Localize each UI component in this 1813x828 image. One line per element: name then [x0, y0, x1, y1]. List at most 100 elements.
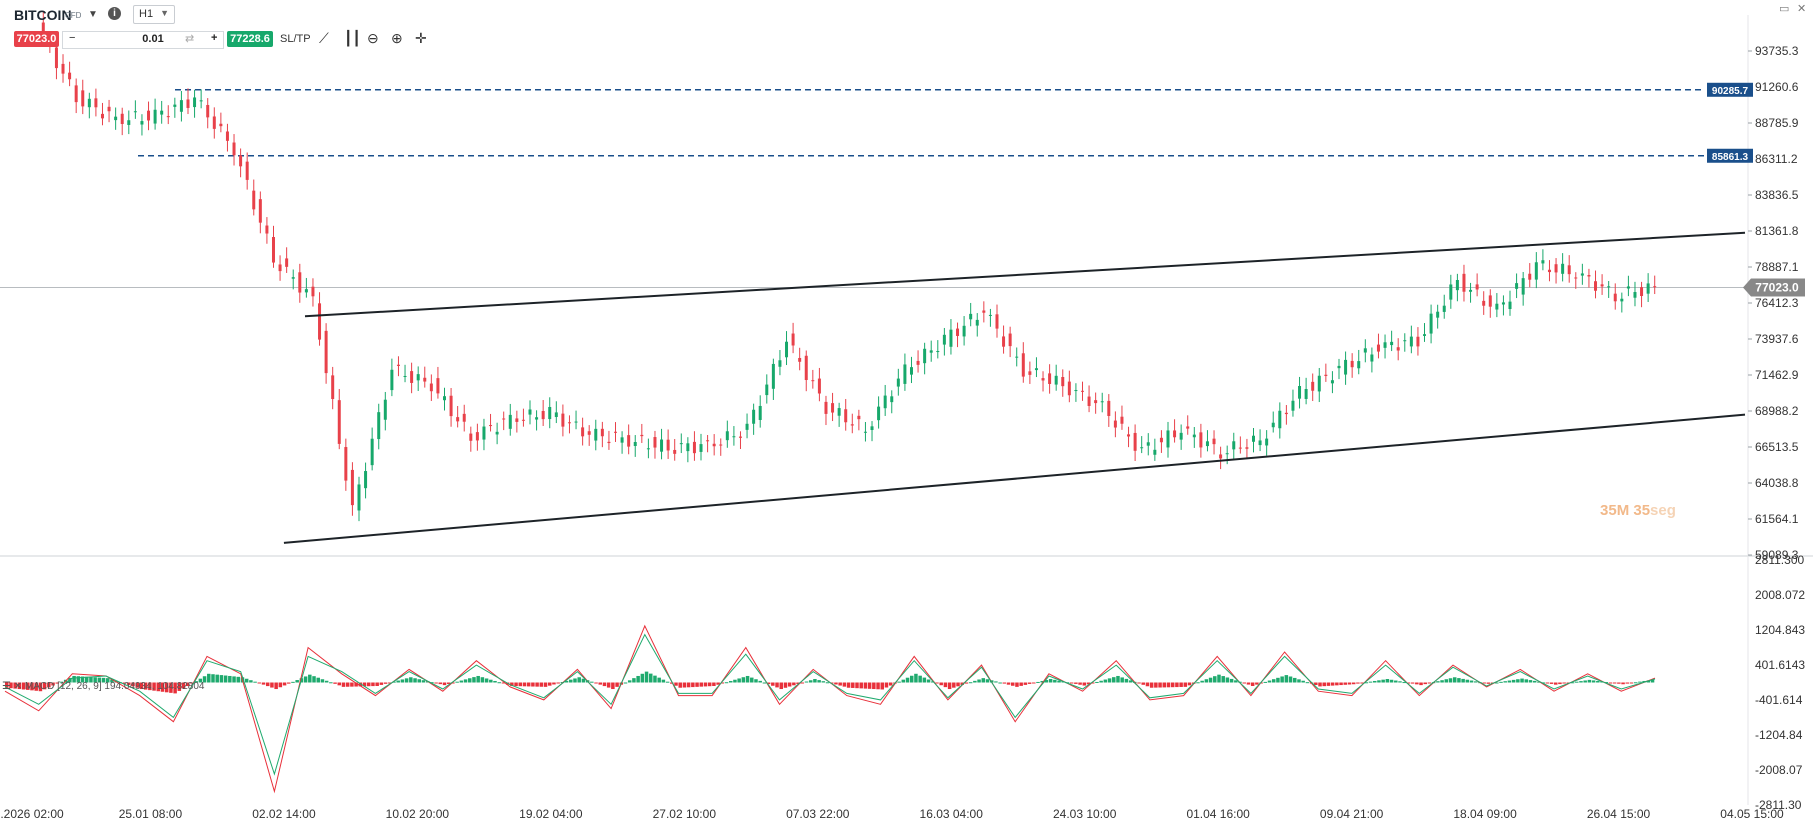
- candle-body: [1574, 277, 1578, 279]
- candle-body: [1199, 432, 1203, 448]
- macd-tick-label: -1204.84: [1755, 728, 1803, 742]
- macd-bar: [649, 673, 653, 683]
- candle-body: [1646, 283, 1650, 294]
- candle-body: [1370, 354, 1374, 362]
- level-label: 90285.7: [1712, 86, 1749, 97]
- macd-bar: [590, 681, 594, 683]
- increase-button[interactable]: +: [211, 32, 218, 44]
- macd-bar: [1347, 682, 1352, 685]
- macd-bar: [808, 680, 813, 683]
- quantity-value[interactable]: 0.01: [142, 33, 164, 45]
- macd-legend[interactable]: ☰ ✕ MACD [12, 26, 9] 194.04934, 104.8280…: [2, 681, 204, 692]
- macd-bar: [282, 682, 287, 686]
- candle-body: [107, 106, 111, 112]
- macd-bar: [994, 681, 998, 683]
- candle-body: [1311, 381, 1315, 391]
- macd-bar: [160, 682, 165, 692]
- indicator-settings-icon[interactable]: ☰ ✕: [2, 681, 25, 692]
- macd-bar: [1082, 682, 1087, 686]
- sell-button[interactable]: 77023.0: [14, 31, 59, 47]
- price-tick-label: 88785.9: [1755, 116, 1799, 130]
- info-icon[interactable]: i: [108, 7, 121, 20]
- candle-body: [620, 437, 624, 443]
- symbol-name[interactable]: BITCOIN: [14, 7, 72, 23]
- candle-body: [1561, 263, 1565, 274]
- buy-button[interactable]: 77228.6: [227, 31, 273, 47]
- macd-bar: [1314, 682, 1318, 686]
- macd-bar: [215, 674, 219, 683]
- macd-bar: [1162, 682, 1167, 688]
- macd-bar: [459, 680, 464, 683]
- candle-body: [1179, 432, 1183, 440]
- decrease-button[interactable]: −: [69, 32, 76, 44]
- line-chart-icon[interactable]: ⟋: [319, 30, 329, 46]
- candle-body: [1067, 381, 1071, 396]
- macd-bar: [446, 682, 451, 684]
- candle-body: [1094, 400, 1098, 404]
- candle-body: [1436, 311, 1440, 318]
- candle-body: [1166, 430, 1170, 448]
- candle-body: [1238, 447, 1242, 449]
- candles-icon[interactable]: ┃┃: [344, 30, 361, 46]
- macd-bar: [615, 682, 619, 687]
- macd-bar: [1604, 682, 1608, 684]
- macd-bar: [1423, 682, 1427, 685]
- macd-bar: [830, 682, 834, 684]
- macd-bar: [1558, 682, 1562, 685]
- candle-body: [153, 109, 157, 124]
- candle-body: [594, 428, 598, 441]
- macd-bar: [1629, 682, 1634, 684]
- macd-bar: [737, 678, 741, 683]
- candle-body: [877, 406, 881, 421]
- quantity-stepper[interactable]: − 0.01 ⇄ +: [62, 31, 224, 49]
- current-price-label: 77023.0: [1755, 281, 1799, 295]
- candle-body: [1416, 336, 1420, 347]
- candle-body: [521, 419, 525, 421]
- candle-body: [640, 434, 644, 437]
- macd-bar: [219, 675, 224, 683]
- macd-bar: [1335, 682, 1339, 686]
- macd-bar: [1154, 682, 1158, 688]
- macd-bar: [1389, 679, 1394, 683]
- macd-bar: [320, 679, 325, 683]
- close-icon[interactable]: ✕: [1797, 3, 1807, 15]
- macd-bar: [5, 682, 9, 688]
- candle-body: [1219, 454, 1223, 459]
- swap-icon[interactable]: ⇄: [185, 33, 195, 45]
- macd-bar: [800, 682, 805, 684]
- macd-bar: [952, 682, 956, 688]
- candle-body: [1547, 269, 1551, 273]
- candle-body: [1080, 390, 1084, 392]
- timeframe-select[interactable]: H1 ▼: [133, 5, 175, 24]
- maximize-icon[interactable]: ▭: [1779, 3, 1790, 15]
- crosshair-icon[interactable]: ✛: [415, 30, 427, 46]
- zoom-in-icon[interactable]: ⊕: [391, 30, 403, 46]
- macd-bar: [1406, 682, 1411, 684]
- macd-bar: [1010, 682, 1015, 686]
- candle-body: [173, 104, 177, 107]
- macd-bar: [1196, 682, 1200, 684]
- candle-body: [1127, 434, 1131, 437]
- candle-body: [1021, 353, 1025, 377]
- macd-bar: [825, 682, 830, 684]
- candle-body: [541, 410, 545, 420]
- macd-bar: [724, 682, 729, 684]
- macd-bar: [1394, 680, 1398, 683]
- macd-bar: [156, 682, 161, 692]
- macd-bar: [131, 682, 135, 687]
- macd-bar: [728, 680, 733, 683]
- sltp-button[interactable]: SL/TP: [280, 33, 311, 45]
- macd-bar: [278, 682, 283, 688]
- macd-bar: [564, 680, 569, 683]
- zoom-out-icon[interactable]: ⊖: [367, 30, 379, 46]
- macd-bar: [1650, 679, 1655, 683]
- candle-body: [443, 396, 446, 401]
- candle-body: [1403, 340, 1407, 342]
- time-tick-label: 24.03 10:00: [1053, 807, 1117, 821]
- candle-body: [988, 314, 992, 316]
- candle-body: [791, 333, 795, 346]
- macd-bar: [947, 682, 952, 690]
- symbol-dropdown-icon[interactable]: ▼: [88, 9, 98, 20]
